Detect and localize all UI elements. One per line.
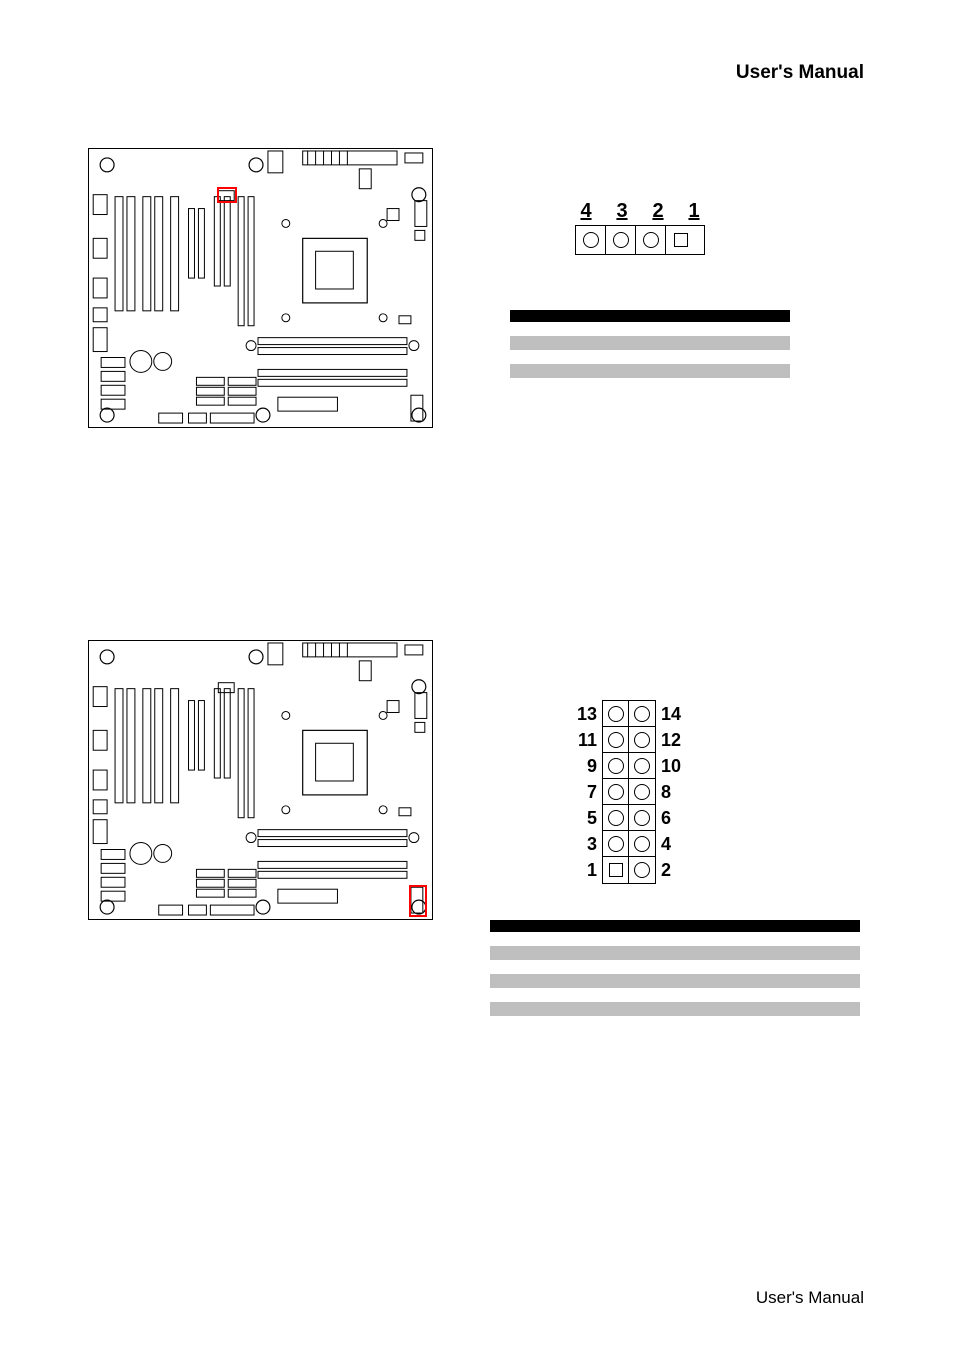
- table-row: [490, 1016, 860, 1030]
- table-row: [490, 960, 860, 974]
- pin-diagram-14pin: 13 11 9 7 5 3 1: [572, 700, 686, 884]
- pin-1: [603, 857, 629, 883]
- pin-8: [629, 779, 655, 805]
- mobo-diagram-2: [88, 640, 433, 920]
- table-row: [490, 974, 860, 988]
- pin-9: [603, 753, 629, 779]
- pin-3: [606, 226, 636, 254]
- page-footer: User's Manual: [756, 1288, 864, 1308]
- pin-label: 4: [575, 200, 597, 223]
- table-row: [510, 336, 790, 350]
- pin-diagram-4pin: 4 3 2 1: [575, 200, 705, 255]
- table-row: [510, 364, 790, 378]
- pin-2: [629, 857, 655, 883]
- table-row: [490, 946, 860, 960]
- pin-2: [636, 226, 666, 254]
- mobo-svg-2: [89, 641, 432, 919]
- pin-13: [603, 701, 629, 727]
- pin-6: [629, 805, 655, 831]
- pin-label: 12: [656, 727, 686, 753]
- pin-11: [603, 727, 629, 753]
- pinout-table-2: [490, 920, 860, 1030]
- table-row: [510, 322, 790, 336]
- pin-12: [629, 727, 655, 753]
- pin-label: 11: [572, 727, 602, 753]
- th: [490, 920, 590, 932]
- pin-label: 1: [683, 200, 705, 223]
- table-row: [510, 350, 790, 364]
- table-row: [490, 988, 860, 1002]
- th: [590, 920, 640, 932]
- pin-label: 8: [656, 779, 686, 805]
- pin-label: 3: [611, 200, 633, 223]
- pin-label: 13: [572, 701, 602, 727]
- highlight-box-2: [409, 885, 427, 917]
- pin-7: [603, 779, 629, 805]
- pin-14: [629, 701, 655, 727]
- pin-label: 6: [656, 805, 686, 831]
- th: [580, 310, 790, 322]
- table-row: [490, 932, 860, 946]
- pin-3: [603, 831, 629, 857]
- pin-label: 4: [656, 831, 686, 857]
- pin-label: 5: [572, 805, 602, 831]
- pin-label: 14: [656, 701, 686, 727]
- pin-10: [629, 753, 655, 779]
- pin-label: 10: [656, 753, 686, 779]
- pin-4: [576, 226, 606, 254]
- pin-label: 2: [647, 200, 669, 223]
- th: [690, 920, 860, 932]
- th: [510, 310, 580, 322]
- th: [640, 920, 690, 932]
- page-header-title: User's Manual: [736, 62, 864, 84]
- highlight-box-1: [217, 187, 237, 203]
- pin-1: [666, 226, 696, 254]
- pin-label: 7: [572, 779, 602, 805]
- table-row: [490, 1002, 860, 1016]
- pin-label: 1: [572, 857, 602, 883]
- pinout-table-1: [510, 310, 790, 378]
- pin-4: [629, 831, 655, 857]
- pin-label: 2: [656, 857, 686, 883]
- pin-label: 3: [572, 831, 602, 857]
- mobo-svg-1: [89, 149, 432, 427]
- pin-5: [603, 805, 629, 831]
- pin-label: 9: [572, 753, 602, 779]
- mobo-diagram-1: [88, 148, 433, 428]
